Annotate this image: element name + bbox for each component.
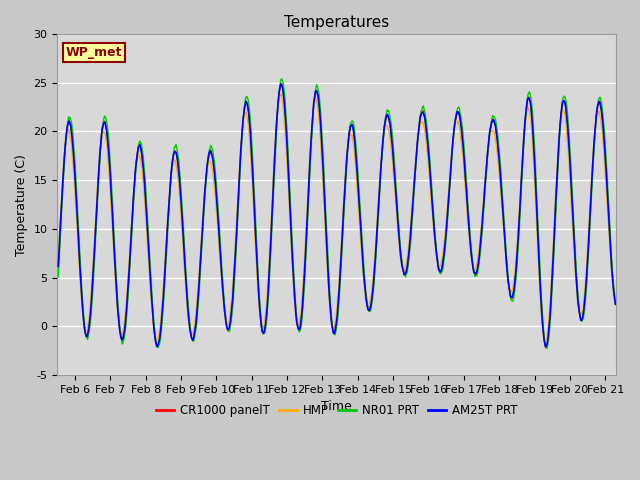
Line: NR01 PRT: NR01 PRT [58,79,616,348]
AM25T PRT [153,344,161,349]
HMP [541,339,549,345]
AM25T PRT [102,124,110,130]
HMP [246,136,253,142]
X-axis label: Time: Time [321,400,352,413]
Y-axis label: Temperature (C): Temperature (C) [15,154,28,255]
CR1000 panelT [277,82,285,87]
CR1000 panelT [54,267,62,273]
Line: HMP: HMP [58,94,616,342]
NR01 PRT [277,76,285,82]
Line: CR1000 panelT: CR1000 panelT [58,84,616,348]
CR1000 panelT [612,301,620,307]
CR1000 panelT [441,247,449,253]
CR1000 panelT [456,112,463,118]
Text: WP_met: WP_met [66,46,122,59]
NR01 PRT [612,300,620,306]
HMP [456,124,463,130]
AM25T PRT [456,116,464,122]
HMP [441,236,449,241]
NR01 PRT [246,109,253,115]
HMP [305,167,313,172]
NR01 PRT [456,105,463,111]
HMP [569,228,577,233]
HMP [102,136,110,142]
AM25T PRT [612,301,620,307]
NR01 PRT [543,346,551,351]
HMP [612,299,620,305]
AM25T PRT [442,237,449,242]
AM25T PRT [306,158,314,164]
NR01 PRT [441,251,449,256]
Line: AM25T PRT: AM25T PRT [58,84,616,347]
NR01 PRT [54,274,62,280]
NR01 PRT [305,183,313,189]
CR1000 panelT [541,345,549,350]
Legend: CR1000 panelT, HMP, NR01 PRT, AM25T PRT: CR1000 panelT, HMP, NR01 PRT, AM25T PRT [152,400,522,422]
NR01 PRT [569,201,577,206]
CR1000 panelT [305,177,313,182]
CR1000 panelT [246,119,253,125]
HMP [54,254,62,260]
Title: Temperatures: Temperatures [284,15,389,30]
CR1000 panelT [102,123,110,129]
CR1000 panelT [569,211,577,217]
AM25T PRT [277,81,285,87]
AM25T PRT [54,264,62,269]
AM25T PRT [569,213,577,219]
AM25T PRT [246,129,254,134]
NR01 PRT [102,115,110,121]
HMP [276,91,284,97]
